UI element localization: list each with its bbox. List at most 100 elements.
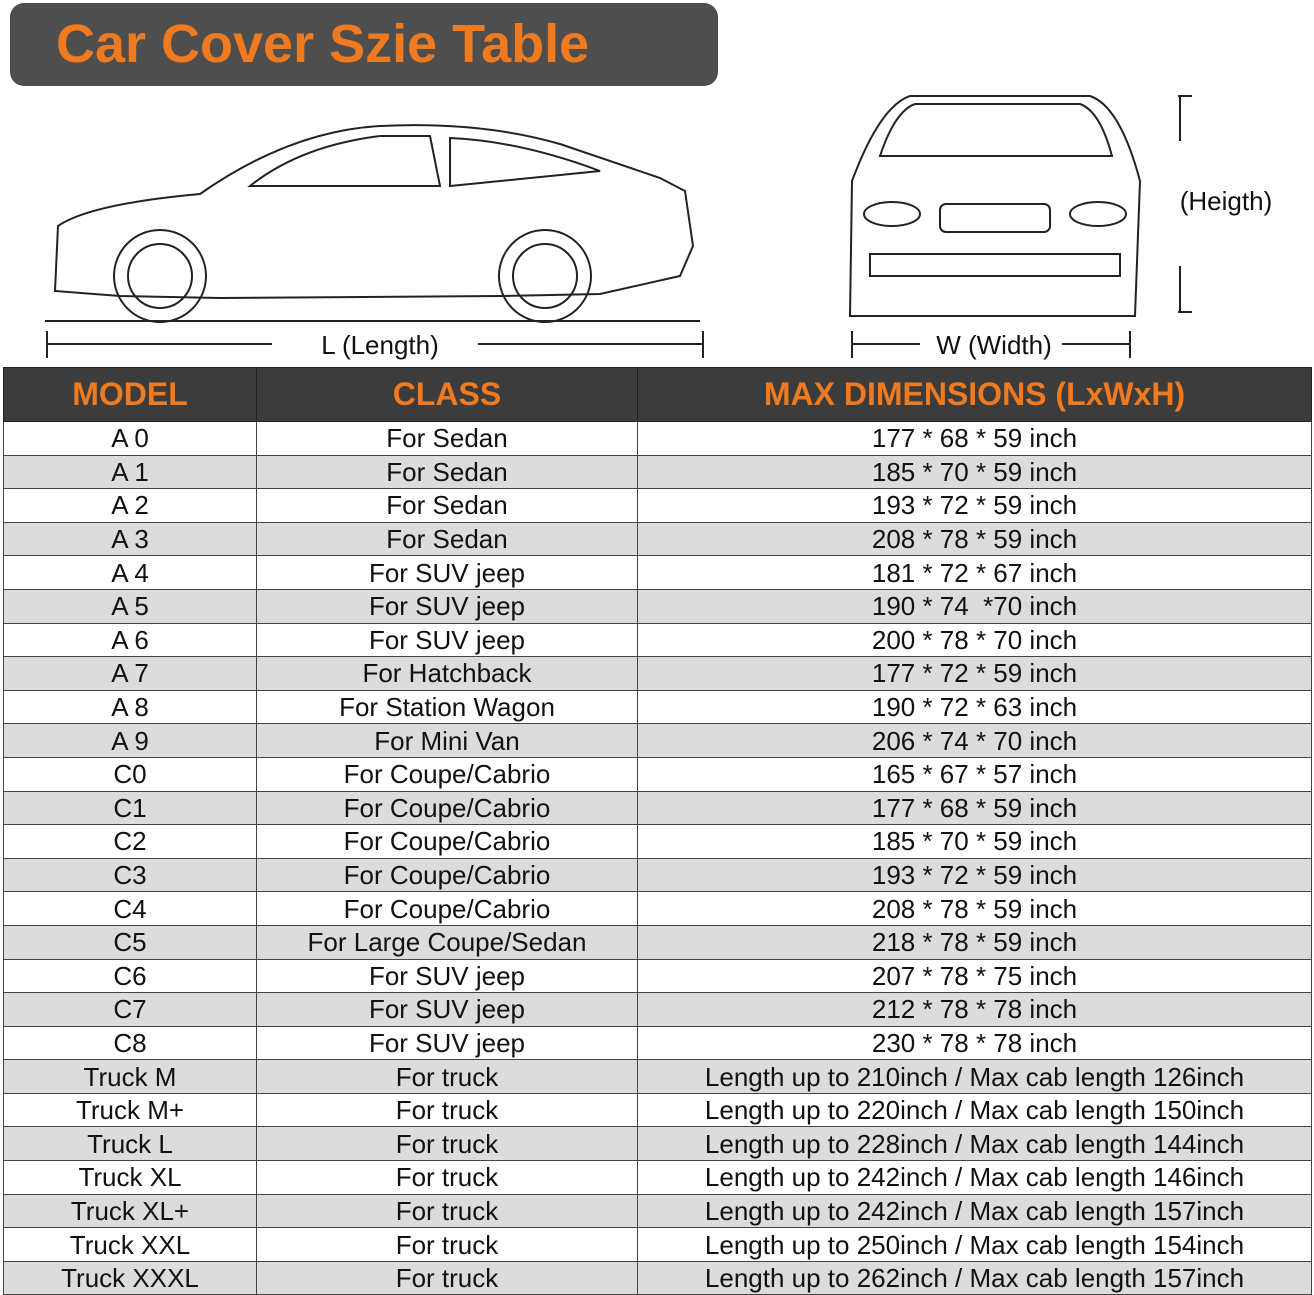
table-cell: 208 * 78 * 59 inch [637, 521, 1312, 557]
table-cell: 208 * 78 * 59 inch [637, 891, 1312, 926]
table-cell: For Sedan [256, 488, 638, 523]
table-cell: For Coupe/Cabrio [256, 790, 638, 826]
table-cell: For truck [256, 1126, 638, 1162]
table-row: A 9 For Mini Van 206 * 74 * 70 inch [3, 723, 1312, 758]
table-row: Truck XL+ For truck Length up to 242inch /… [3, 1193, 1312, 1229]
table-cell: C4 [3, 891, 257, 926]
table-cell: Truck M+ [3, 1092, 257, 1128]
title: Car Cover Szie Table [56, 14, 590, 74]
table-row: C1 For Coupe/Cabrio 177 * 68 * 59 inch [3, 790, 1312, 826]
table-cell: A 0 [3, 421, 257, 456]
table-cell: For truck [256, 1260, 638, 1295]
table-cell: Truck XXXL [3, 1260, 257, 1295]
table-cell: A 9 [3, 723, 257, 758]
table-cell: For SUV jeep [256, 588, 638, 624]
table-cell: 190 * 72 * 63 inch [637, 689, 1312, 725]
table-cell: For SUV jeep [256, 555, 638, 590]
size-table: MODEL CLASS MAX DIMENSIONS (LxWxH) A 0 For … [3, 367, 1312, 1295]
table-cell: For truck [256, 1193, 638, 1229]
table-row: C7 For SUV jeep 212 * 78 * 78 inch [3, 992, 1312, 1027]
table-cell: For Coupe/Cabrio [256, 891, 638, 926]
table-row: C6 For SUV jeep 207 * 78 * 75 inch [3, 958, 1312, 994]
table-row: C5 For Large Coupe/Sedan 218 * 78 * 59 inc… [3, 924, 1312, 960]
table-cell: Length up to 250inch / Max cab length 15… [637, 1227, 1312, 1262]
table-cell: For truck [256, 1059, 638, 1094]
table-cell: 230 * 78 * 78 inch [637, 1025, 1312, 1061]
table-cell: C5 [3, 924, 257, 960]
table-cell: For SUV jeep [256, 958, 638, 994]
table-cell: A 6 [3, 622, 257, 658]
table-row: Truck XXL For truck Length up to 250inch /… [3, 1227, 1312, 1262]
table-cell: A 3 [3, 521, 257, 557]
table-cell: Truck XL [3, 1160, 257, 1195]
table-cell: 185 * 70 * 59 inch [637, 454, 1312, 490]
length-label: L (Length) [321, 330, 439, 360]
header-row: MODEL CLASS MAX DIMENSIONS (LxWxH) [3, 367, 1312, 422]
table-cell: 193 * 72 * 59 inch [637, 857, 1312, 893]
table-cell: A 4 [3, 555, 257, 590]
table-cell: 207 * 78 * 75 inch [637, 958, 1312, 994]
table-cell: 177 * 68 * 59 inch [637, 421, 1312, 456]
table-cell: C2 [3, 824, 257, 859]
table-cell: A 7 [3, 656, 257, 691]
height-label: (Heigth) [1180, 186, 1272, 216]
table-cell: For truck [256, 1092, 638, 1128]
table-row: A 8 For Station Wagon 190 * 72 * 63 inch [3, 689, 1312, 725]
table-row: C8 For SUV jeep 230 * 78 * 78 inch [3, 1025, 1312, 1061]
table-cell: A 5 [3, 588, 257, 624]
column-header: MAX DIMENSIONS (LxWxH) [637, 367, 1312, 422]
table-cell: Truck M [3, 1059, 257, 1094]
table-cell: For SUV jeep [256, 1025, 638, 1061]
table-cell: Truck XL+ [3, 1193, 257, 1229]
table-row: A 7 For Hatchback 177 * 72 * 59 inch [3, 656, 1312, 691]
table-cell: For Sedan [256, 454, 638, 490]
table-cell: For truck [256, 1227, 638, 1262]
table-cell: For Sedan [256, 421, 638, 456]
table-cell: C3 [3, 857, 257, 893]
table-cell: 193 * 72 * 59 inch [637, 488, 1312, 523]
table-cell: Length up to 262inch / Max cab length 15… [637, 1260, 1312, 1295]
table-cell: For Sedan [256, 521, 638, 557]
table-row: Truck XXXL For truck Length up to 262inch … [3, 1260, 1312, 1295]
table-cell: C7 [3, 992, 257, 1027]
table-cell: For Hatchback [256, 656, 638, 691]
width-label: W (Width) [936, 330, 1052, 360]
table-cell: 206 * 74 * 70 inch [637, 723, 1312, 758]
table-row: C0 For Coupe/Cabrio 165 * 67 * 57 inch [3, 756, 1312, 792]
table-cell: 200 * 78 * 70 inch [637, 622, 1312, 658]
table-row: A 4 For SUV jeep 181 * 72 * 67 inch [3, 555, 1312, 590]
table-cell: For SUV jeep [256, 992, 638, 1027]
table-cell: Length up to 242inch / Max cab length 15… [637, 1193, 1312, 1229]
table-cell: 177 * 68 * 59 inch [637, 790, 1312, 826]
table-cell: For Station Wagon [256, 689, 638, 725]
title-box: Car Cover Szie Table [10, 3, 718, 86]
car-diagram: L (Length) W (Width) (Heigth) [45, 95, 1272, 360]
table-cell: For Mini Van [256, 723, 638, 758]
table-cell: For Large Coupe/Sedan [256, 924, 638, 960]
table-row: A 2 For Sedan 193 * 72 * 59 inch [3, 488, 1312, 523]
table-row: C2 For Coupe/Cabrio 185 * 70 * 59 inch [3, 824, 1312, 859]
table-cell: 181 * 72 * 67 inch [637, 555, 1312, 590]
table-row: Truck M For truck Length up to 210inch / M… [3, 1059, 1312, 1094]
table-cell: 177 * 72 * 59 inch [637, 656, 1312, 691]
table-row: A 3 For Sedan 208 * 78 * 59 inch [3, 521, 1312, 557]
table-row: C3 For Coupe/Cabrio 193 * 72 * 59 inch [3, 857, 1312, 893]
table-cell: For truck [256, 1160, 638, 1195]
table-cell: Truck L [3, 1126, 257, 1162]
table-cell: C1 [3, 790, 257, 826]
table-cell: Length up to 228inch / Max cab length 14… [637, 1126, 1312, 1162]
table-cell: A 1 [3, 454, 257, 490]
table-cell: C0 [3, 756, 257, 792]
table-cell: Truck XXL [3, 1227, 257, 1262]
table-row: Truck XL For truck Length up to 242inch / … [3, 1160, 1312, 1195]
table-cell: Length up to 210inch / Max cab length 12… [637, 1059, 1312, 1094]
table-row: Truck M+ For truck Length up to 220inch / … [3, 1092, 1312, 1128]
table-cell: 218 * 78 * 59 inch [637, 924, 1312, 960]
table-cell: A 8 [3, 689, 257, 725]
column-header: MODEL [3, 367, 257, 422]
table-cell: C8 [3, 1025, 257, 1061]
table-cell: Length up to 220inch / Max cab length 15… [637, 1092, 1312, 1128]
table-cell: For SUV jeep [256, 622, 638, 658]
table-row: A 1 For Sedan 185 * 70 * 59 inch [3, 454, 1312, 490]
table-cell: 165 * 67 * 57 inch [637, 756, 1312, 792]
